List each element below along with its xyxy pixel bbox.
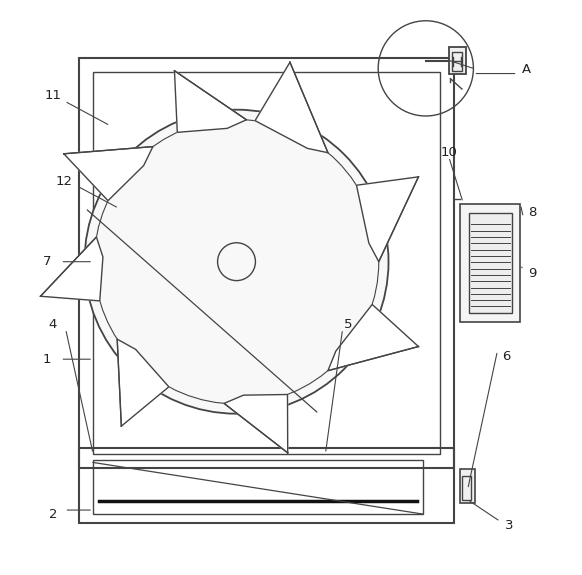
Text: 6: 6 — [502, 350, 510, 363]
Text: 1: 1 — [43, 352, 51, 366]
Bar — [449, 47, 466, 74]
Polygon shape — [328, 305, 418, 371]
Bar — [460, 469, 474, 503]
Text: 9: 9 — [528, 267, 536, 279]
Polygon shape — [175, 71, 246, 132]
Polygon shape — [224, 394, 288, 453]
Polygon shape — [357, 177, 418, 262]
Bar — [93, 459, 423, 514]
Polygon shape — [64, 147, 153, 201]
Text: 8: 8 — [528, 206, 536, 220]
Bar — [460, 204, 520, 322]
Circle shape — [84, 110, 389, 413]
Text: 4: 4 — [49, 319, 57, 331]
Polygon shape — [255, 62, 328, 153]
Polygon shape — [41, 237, 103, 301]
Text: 12: 12 — [56, 175, 73, 188]
Polygon shape — [117, 339, 169, 426]
Text: 3: 3 — [505, 519, 513, 532]
Text: A: A — [521, 63, 531, 76]
Text: 5: 5 — [344, 319, 353, 331]
Bar — [79, 58, 455, 468]
Text: 7: 7 — [43, 255, 51, 268]
Bar — [462, 476, 470, 500]
Text: 10: 10 — [441, 146, 457, 159]
Bar — [469, 213, 512, 313]
Text: 11: 11 — [44, 89, 62, 102]
Bar — [79, 448, 455, 523]
Bar — [452, 52, 462, 71]
Bar — [93, 72, 440, 454]
Text: 2: 2 — [49, 508, 57, 520]
